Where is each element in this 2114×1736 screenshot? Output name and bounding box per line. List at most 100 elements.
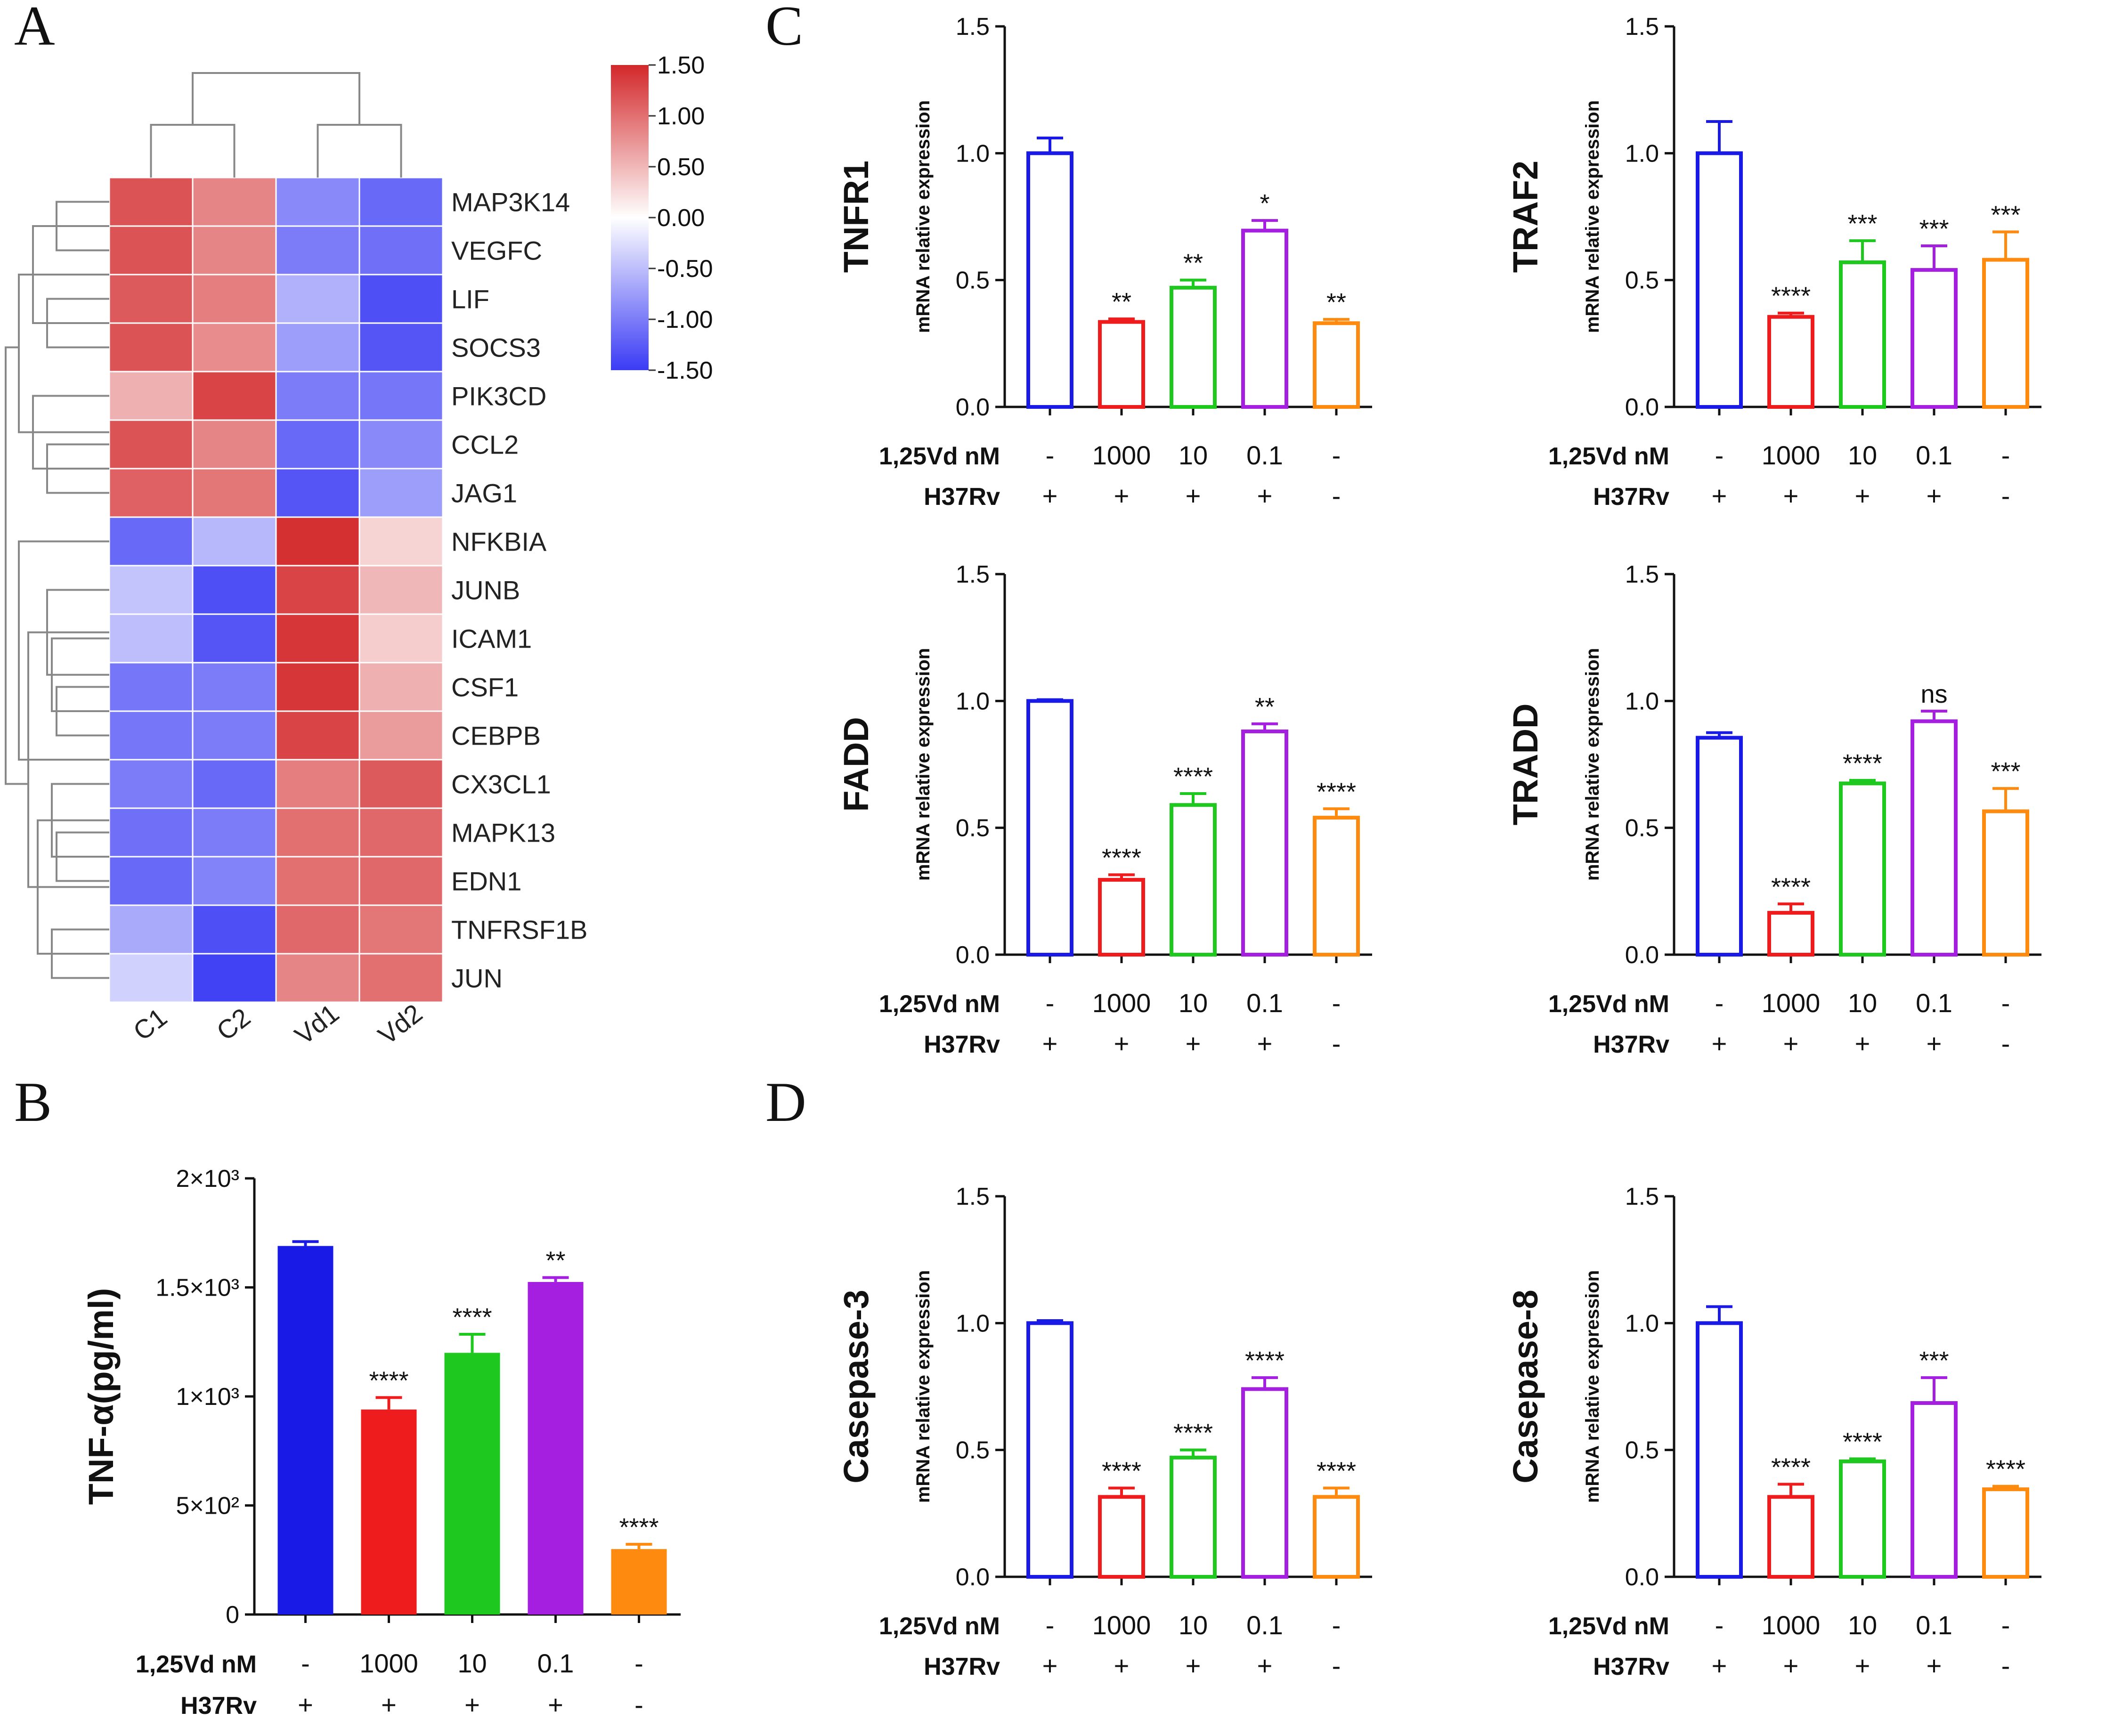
heatmap-cell [275, 177, 360, 227]
heatmap-cell [108, 856, 194, 906]
bar [1696, 736, 1743, 957]
heatmap-cell [108, 516, 194, 567]
panel-label-d: D [765, 1071, 806, 1133]
gene-label: JUNB [451, 576, 520, 605]
strain-value: + [1927, 1651, 1942, 1680]
dose-value: - [1046, 440, 1055, 470]
heatmap-cell [275, 710, 360, 761]
strain-value: + [1042, 1651, 1058, 1680]
significance-label: ** [1255, 693, 1275, 721]
heatmap-cell [192, 856, 277, 906]
heatmap-cell [275, 904, 360, 955]
bar [528, 1282, 584, 1614]
heatmap-cell [192, 710, 277, 761]
heatmap-cell [192, 613, 277, 664]
bar [1241, 729, 1288, 957]
dose-value: - [1046, 1610, 1055, 1640]
color-scale-label: -1.00 [657, 306, 713, 333]
panel-label-a: A [14, 0, 55, 57]
color-scale-label: 1.00 [657, 103, 705, 130]
y-axis-label: mRNA relative expression [1582, 100, 1603, 333]
color-scale-label: -1.50 [657, 357, 713, 384]
dose-value: 1000 [359, 1648, 418, 1678]
heatmap-cell [108, 565, 194, 615]
y-axis-label: mRNA relative expression [913, 100, 934, 333]
strain-value: + [1783, 1651, 1799, 1680]
y-tick-label: 1.0 [956, 688, 990, 715]
bar [1696, 1321, 1743, 1579]
strain-value: + [1114, 1651, 1130, 1680]
significance-label: ** [1112, 288, 1131, 316]
bar [1696, 151, 1743, 409]
significance-label: **** [1771, 873, 1811, 901]
dose-label: 1,25Vd nM [1548, 990, 1669, 1018]
gene-label: NFKBIA [451, 527, 547, 557]
y-tick-label: 0.5 [1625, 815, 1659, 842]
dose-value: - [2001, 988, 2010, 1018]
gene-label: MAP3K14 [451, 187, 570, 217]
y-tick-label: 0.0 [1625, 394, 1659, 421]
heatmap-cell [358, 953, 444, 1003]
strain-value: + [1783, 481, 1799, 511]
dose-value: 1000 [1762, 988, 1821, 1018]
heatmap-cell [192, 662, 277, 712]
strain-label: H37Rv [180, 1692, 257, 1720]
heatmap-cell [275, 225, 360, 276]
bar [1911, 268, 1958, 409]
strain-value: - [1332, 1651, 1341, 1680]
heatmap-cell [108, 807, 194, 858]
row-dendrogram-root [5, 346, 28, 785]
strain-label: H37Rv [1593, 483, 1669, 511]
strain-value: + [1114, 1029, 1130, 1058]
bar [1026, 699, 1073, 957]
chart-c-tradd: 0.0 0.5 1.0 1.5 **** **** ns *** mRNA relative e… [1506, 561, 2041, 1058]
y-axis-label: mRNA relative expression [913, 1270, 934, 1503]
heatmap-cell [275, 468, 360, 518]
dose-value: 0.1 [1916, 440, 1952, 470]
strain-value: + [464, 1690, 480, 1720]
heatmap-cell [275, 565, 360, 615]
dose-value: - [634, 1648, 643, 1678]
panel-label-b: B [14, 1071, 52, 1133]
bar [1982, 809, 2029, 957]
heatmap-cell [108, 419, 194, 470]
heatmap-cell [358, 662, 444, 712]
significance-label: **** [1317, 1457, 1356, 1485]
heatmap-cell [108, 662, 194, 712]
significance-label: **** [1986, 1455, 2025, 1484]
bar [1170, 285, 1217, 409]
dose-value: 10 [1179, 1610, 1208, 1640]
gene-label: JUN [451, 964, 503, 993]
heatmap-cell [358, 904, 444, 955]
heatmap-cell [275, 662, 360, 712]
heatmap-cell [275, 274, 360, 324]
dose-value: - [1715, 440, 1724, 470]
y-axis-label: mRNA relative expression [1582, 1270, 1603, 1503]
chart-c-tnfr1: 0.00.51.01.5*******mRNA relative express… [837, 13, 1372, 511]
y-tick-label: 5×10² [176, 1493, 239, 1520]
strain-value: + [1855, 481, 1870, 511]
dose-value: 10 [1848, 988, 1877, 1018]
gene-label: PIK3CD [451, 381, 546, 411]
dose-value: 10 [457, 1648, 487, 1678]
y-tick-label: 1.0 [956, 140, 990, 167]
panel-label-c: C [765, 0, 803, 57]
dose-value: - [1046, 988, 1055, 1018]
dose-label: 1,25Vd nM [136, 1651, 257, 1678]
dose-value: 10 [1848, 1610, 1877, 1640]
significance-label: **** [1771, 282, 1811, 310]
bar [1098, 320, 1145, 409]
heatmap-cell [192, 274, 277, 324]
gene-label: CX3CL1 [451, 770, 551, 799]
significance-label: **** [1771, 1453, 1811, 1481]
y-tick-label: 0.5 [1625, 267, 1659, 294]
strain-label: H37Rv [924, 1031, 1000, 1058]
heatmap-cell [275, 613, 360, 664]
color-scale-bar [611, 65, 649, 370]
y-tick-label: 0.5 [956, 1437, 990, 1464]
dose-value: 0.1 [1246, 440, 1283, 470]
y-tick-label: 0.0 [1625, 941, 1659, 969]
heatmap-cell [192, 904, 277, 955]
heatmap-cell [108, 613, 194, 664]
heatmap-cell [192, 225, 277, 276]
